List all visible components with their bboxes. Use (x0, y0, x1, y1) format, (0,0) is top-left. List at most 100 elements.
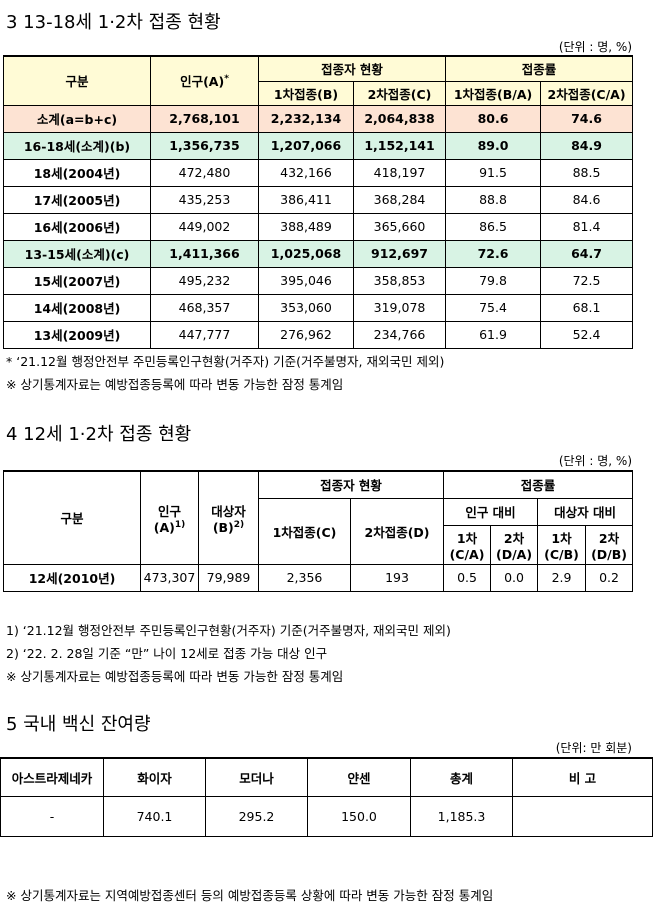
row: 18세(2004년) 472,480 432,166 418,197 91.5 88.5 (3, 158, 634, 187)
data-cell: 2,768,101 (150, 104, 259, 133)
data-cell: 86.5 (445, 212, 542, 241)
data-cell: 소계(a=b+c) (3, 104, 151, 133)
data-cell: 276,962 (258, 320, 354, 349)
header-cell: 대상자 (B)2) (198, 470, 259, 565)
data-cell: 365,660 (352, 212, 447, 241)
header-line: 대상자 (211, 503, 246, 519)
data-cell: 388,489 (258, 212, 354, 241)
row: 구분 인구 (A)1) 대상자 (B)2) 접종자 현황 접종률 (3, 470, 634, 565)
data-cell: 418,197 (352, 158, 447, 187)
data-cell: 368,284 (352, 185, 447, 214)
header-cell: 인구 대비 (443, 497, 539, 526)
section-title: 4 12세 1·2차 접종 현황 (6, 424, 192, 445)
header-cell: 비 고 (512, 757, 653, 797)
data-cell: 13세(2009년) (3, 320, 151, 349)
empty-cell (512, 795, 653, 837)
tbody: 구분 인구(A)* 접종자 현황 접종률 1차접종(B) 2차접종(C) 1차접종(B/A)… (3, 55, 634, 349)
data-cell: 358,853 (352, 266, 447, 295)
header-cell: 접종자 현황 (257, 55, 447, 82)
header-line: (D/B) (591, 546, 627, 562)
data-cell: 473,307 (140, 563, 199, 592)
data-cell: 447,777 (150, 320, 259, 349)
data-cell: 68.1 (540, 293, 634, 322)
data-cell: 13-15세(소계)(c) (3, 239, 151, 268)
row: 16-18세(소계)(b) 1,356,735 1,207,066 1,152,141… (3, 131, 634, 160)
row: 14세(2008년) 468,357 353,060 319,078 75.4 68.1 (3, 293, 634, 322)
data-cell: 74.6 (540, 104, 634, 133)
data-cell: 1,356,735 (150, 131, 259, 160)
row: 1차접종(C) 2차접종(D) 인구 대비 대상자 대비 (4, 497, 634, 565)
header-line: 2차 (598, 530, 620, 546)
data-cell: 52.4 (540, 320, 634, 349)
data-cell: 1,025,068 (258, 239, 354, 268)
data-cell: 150.0 (307, 795, 411, 837)
data-cell: 18세(2004년) (3, 158, 151, 187)
header-cell: 1차접종(B/A) (445, 80, 542, 106)
data-cell: 75.4 (445, 293, 542, 322)
data-cell: 1,185.3 (410, 795, 513, 837)
data-cell: 472,480 (150, 158, 259, 187)
header-cell: 인구(A)* (150, 55, 259, 106)
header-cell: 1차 (C/A) (443, 524, 492, 565)
header-cell: 1차접종(B) (258, 80, 354, 106)
header-cell: 2차접종(D) (349, 497, 445, 565)
header-cell: 2차접종(C) (352, 80, 447, 106)
header-line: 인구 (157, 503, 181, 519)
header-line: 1차 (456, 530, 478, 546)
data-cell: 72.6 (445, 239, 542, 268)
data-cell: 193 (349, 563, 445, 592)
data-cell: 0.2 (585, 563, 634, 592)
footnote: ※ 상기통계자료는 예방접종등록에 따라 변동 가능한 잠정 통계임 (6, 669, 344, 684)
header-cell: 2차접종(C/A) (540, 80, 634, 106)
header-line: 1차 (551, 530, 572, 546)
header-line: (B) (212, 519, 234, 535)
data-cell: 912,697 (352, 239, 447, 268)
row: 소계(a=b+c) 2,768,101 2,232,134 2,064,838 80.6… (3, 104, 634, 133)
data-cell: 14세(2008년) (3, 293, 151, 322)
data-cell: 468,357 (150, 293, 259, 322)
data-cell: 81.4 (540, 212, 634, 241)
data-cell: 1,152,141 (352, 131, 447, 160)
data-cell: 353,060 (258, 293, 354, 322)
data-cell: 2,064,838 (352, 104, 447, 133)
footnote: ※ 상기통계자료는 지역예방접종센터 등의 예방접종등록 상황에 따라 변동 가… (6, 888, 494, 903)
table: 아스트라제네카 화이자 모더나 얀센 총계 비 고 -740.1 295.2 150.0 1,18… (0, 757, 653, 837)
data-cell: 319,078 (352, 293, 447, 322)
row: 16세(2006년) 449,002 388,489 365,660 86.5 81.4 (3, 212, 634, 241)
data-cell: 2,356 (258, 563, 351, 592)
header-cell: 대상자 대비 (537, 497, 634, 526)
footnote: ※ 상기통계자료는 예방접종등록에 따라 변동 가능한 잠정 통계임 (6, 377, 344, 392)
header-cell: 아스트라제네카 (0, 757, 104, 797)
data-cell: 435,253 (150, 185, 259, 214)
unit-label: (단위 : 명, %) (558, 40, 632, 54)
footnote: * ‘21.12월 행정안전부 주민등록인구현황(거주자) 기준(거주불명자, … (6, 354, 445, 369)
data-cell: - (0, 795, 104, 837)
row: 1차 (C/A) 2차 (D/A) 1차 (C/B) 2차 (D/B) (4, 524, 634, 565)
data-cell: 15세(2007년) (3, 266, 151, 295)
superscript: 1) (174, 519, 186, 530)
header-line: (C/A) (449, 546, 485, 562)
header-cell: 1차접종(C) (258, 497, 351, 565)
data-cell: 1,411,366 (150, 239, 259, 268)
row: 17세(2005년) 435,253 386,411 368,284 88.8 84.6 (3, 185, 634, 214)
header-line: (D/A) (495, 546, 533, 562)
row: 13세(2009년) 447,777 276,962 234,766 61.9 52.4 (3, 320, 634, 349)
row: 13-15세(소계)(c) 1,411,366 1,025,068 912,697 72… (3, 239, 634, 268)
header-cell: 접종자 현황 (257, 470, 445, 499)
data-cell: 0.5 (443, 563, 492, 592)
data-cell: 79,989 (198, 563, 259, 592)
row: 12세(2010년) 473,307 79,989 2,356 193 0.5 0.0 2.9… (3, 563, 634, 592)
tbody: 아스트라제네카 화이자 모더나 얀센 총계 비 고 -740.1 295.2 150.0 1,18… (0, 757, 653, 837)
data-cell: 16세(2006년) (3, 212, 151, 241)
data-cell: 449,002 (150, 212, 259, 241)
data-cell: 88.5 (540, 158, 634, 187)
superscript: 2) (233, 519, 245, 530)
data-cell: 61.9 (445, 320, 542, 349)
tbody: 구분 인구 (A)1) 대상자 (B)2) 접종자 현황 접종률 1차접종(C) 2차접종(D)… (3, 470, 634, 592)
data-cell: 72.5 (540, 266, 634, 295)
header-cell: 총계 (410, 757, 513, 797)
row: 구분 인구(A)* 접종자 현황 접종률 (3, 55, 634, 106)
data-cell: 234,766 (352, 320, 447, 349)
data-cell: 0.0 (490, 563, 539, 592)
